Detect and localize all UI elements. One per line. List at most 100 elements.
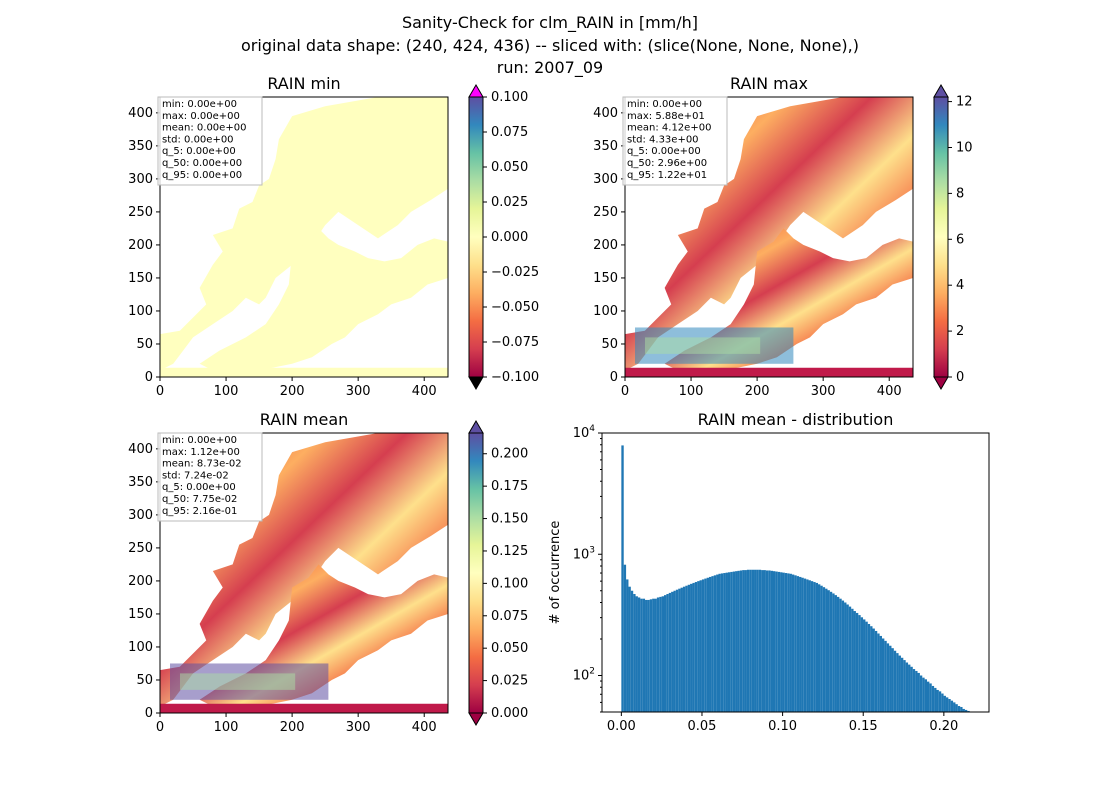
y-tick-label: 0 (610, 370, 618, 385)
histogram-bar (806, 579, 809, 712)
y-tick-label: 250 (128, 205, 153, 220)
histogram-bar (692, 582, 695, 712)
histogram-bar (739, 570, 743, 712)
histogram-bar (908, 664, 911, 712)
colorbar-tick-label: 0.050 (491, 160, 528, 175)
histogram-bar (967, 710, 970, 712)
colorbar-tick-label: 4 (956, 278, 964, 293)
histogram-bar (834, 595, 837, 712)
stats-box (622, 96, 728, 186)
colorbar-extend-high (468, 420, 484, 434)
histogram-bar (633, 594, 636, 712)
histogram-bar (910, 666, 913, 712)
histogram-bar (663, 595, 667, 712)
histogram-bar (964, 709, 968, 712)
stats-line: max: 1.12e+00 (162, 447, 240, 458)
histogram-bar (877, 633, 880, 712)
histogram-bar (685, 585, 688, 712)
stats-line: std: 4.33e+00 (627, 134, 699, 145)
y-tick-label: 400 (128, 442, 153, 457)
colorbar-tick-label: 0.075 (491, 125, 528, 140)
histogram-bar (815, 582, 819, 712)
histogram-bar (626, 579, 629, 712)
histogram-bar (938, 691, 942, 712)
colorbar-tick-label: 0.050 (491, 641, 528, 656)
y-tick-label: 50 (136, 673, 153, 688)
x-tick-label: 0.00 (607, 719, 636, 734)
x-tick-label: 400 (877, 384, 902, 399)
map-frame (159, 96, 449, 378)
colorbar-gradient (933, 96, 949, 378)
histogram-bar (886, 643, 890, 712)
histogram-bar (912, 669, 916, 712)
histogram-bar (945, 697, 949, 712)
histogram-bar (701, 579, 705, 712)
colorbar-extend-low (468, 376, 484, 390)
histogram-bar (787, 573, 790, 712)
y-tick-label: 102 (573, 667, 595, 684)
histogram-bar (659, 596, 662, 712)
histogram-bar (668, 592, 672, 712)
histogram-bar (628, 586, 631, 712)
histogram-bar (770, 570, 773, 712)
histogram-bar (870, 626, 873, 712)
stats-line: q_95: 0.00e+00 (162, 170, 242, 181)
histogram-bar (640, 598, 643, 712)
histogram-bar (799, 576, 802, 712)
histogram-bar (960, 706, 963, 712)
y-tick-label: 104 (573, 424, 596, 441)
y-tick-label: 150 (128, 607, 153, 622)
histogram-bar (820, 585, 823, 712)
histogram-bar (917, 672, 920, 712)
land-mass (160, 703, 448, 713)
histogram-bar (642, 598, 646, 712)
colorbar-tick-label: 12 (956, 95, 973, 110)
histogram-bar (645, 599, 648, 712)
y-tick-label: 100 (128, 304, 153, 319)
mid-value-band (645, 337, 761, 354)
histogram-bar (706, 577, 710, 712)
colorbar-tick-label: 0.150 (491, 512, 528, 527)
histogram-bar (936, 689, 939, 712)
histogram-bar (941, 693, 944, 712)
histogram-bar (709, 576, 712, 712)
histogram-bar (754, 569, 757, 712)
stats-line: q_50: 2.96e+00 (627, 158, 707, 169)
histogram-bar (784, 573, 788, 712)
histogram-bar (680, 587, 683, 712)
figure-title-line-1: Sanity-Check for clm_RAIN in [mm/h] (401, 13, 699, 32)
land-mass (160, 433, 448, 707)
histogram-bar (919, 675, 923, 712)
histogram-bar (929, 683, 932, 712)
stats-line: mean: 4.12e+00 (627, 123, 711, 134)
histogram-bar (950, 700, 954, 712)
y-tick-label: 100 (128, 640, 153, 655)
colorbar-tick-label: 10 (956, 140, 973, 155)
y-tick-label: 50 (601, 337, 618, 352)
histogram-bar (718, 573, 721, 712)
stats-line: q_5: 0.00e+00 (162, 482, 236, 493)
stats-line: mean: 8.73e-02 (162, 459, 242, 470)
histogram-bar (813, 582, 816, 712)
histogram-bar (723, 573, 726, 712)
y-tick-label: 400 (593, 106, 618, 121)
histogram-bar (768, 570, 771, 712)
x-tick-label: 100 (679, 384, 704, 399)
histogram-bar (855, 612, 859, 712)
colorbar-tick-label: 0.025 (491, 195, 528, 210)
histogram-bar (630, 590, 634, 712)
stats-line: min: 0.00e+00 (627, 99, 702, 110)
x-tick-label: 400 (412, 720, 437, 735)
x-tick-label: 300 (346, 720, 371, 735)
histogram-bar (772, 571, 776, 712)
y-tick-label: 103 (573, 545, 595, 562)
histogram-bar (720, 573, 724, 712)
histogram-bar (808, 580, 811, 712)
histogram-bar (765, 570, 769, 712)
map-frame (159, 432, 449, 714)
figure-title-line-3: run: 2007_09 (496, 58, 604, 77)
histogram-bar (924, 679, 928, 712)
histogram-title: RAIN mean - distribution (698, 410, 894, 429)
histogram-bar (621, 445, 624, 712)
